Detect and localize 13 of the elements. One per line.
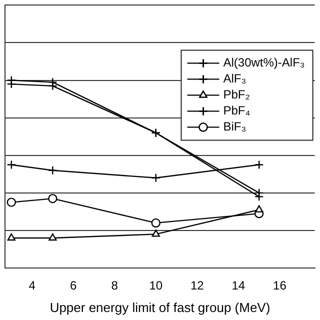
legend-label: PbF₄ (223, 104, 250, 118)
legend-label: Al(30wt%)-AlF₃ (223, 56, 305, 70)
x-tick-label: 12 (190, 278, 204, 293)
x-tick-label: 10 (149, 278, 163, 293)
x-tick-label: 4 (28, 278, 36, 293)
x-axis-title: Upper energy limit of fast group (MeV) (50, 300, 270, 315)
legend-label: PbF₂ (223, 88, 250, 102)
legend-label: AlF₃ (223, 72, 246, 86)
x-tick-label: 14 (232, 278, 246, 293)
x-tick-label: 8 (111, 278, 118, 293)
legend-label: BiF₃ (223, 120, 246, 134)
x-tick-label: 16 (273, 278, 287, 293)
x-tick-label: 6 (70, 278, 77, 293)
